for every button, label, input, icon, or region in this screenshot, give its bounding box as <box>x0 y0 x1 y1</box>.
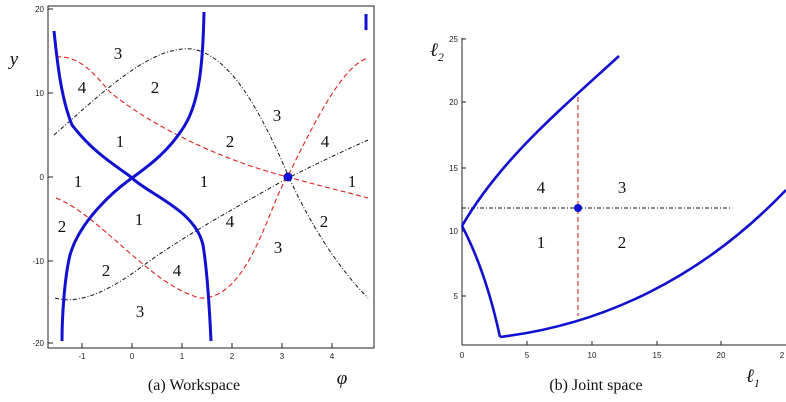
joint-region-label: 2 <box>618 233 627 252</box>
region-label: 3 <box>274 238 283 257</box>
red-curve-bottom-left <box>55 57 369 299</box>
workspace-x-tick-label: 0 <box>130 352 135 361</box>
joint-boundary-lower <box>499 189 786 339</box>
red-curve-top-left <box>55 56 369 199</box>
joint-x-tick-label: 15 <box>653 351 662 360</box>
workspace-y-tick-label: 0 <box>40 173 45 182</box>
joint-boundary-left <box>460 225 502 338</box>
joint-point <box>574 204 582 212</box>
region-label: 4 <box>78 78 87 97</box>
region-label: 1 <box>116 132 125 151</box>
workspace-x-tick-label: -1 <box>78 352 86 361</box>
region-label: 3 <box>273 106 282 125</box>
joint-y-tick-label: 10 <box>449 227 458 236</box>
joint-region-label: 1 <box>537 233 546 252</box>
workspace-x-tick-marks <box>48 8 333 348</box>
joint-region-label: 4 <box>537 178 546 197</box>
joint-boundary-upper <box>460 55 620 227</box>
joint-y-tick-label: 5 <box>454 292 459 301</box>
joint-y-tick-label: 15 <box>449 164 458 173</box>
workspace-y-tick-label: -20 <box>32 339 44 348</box>
region-label: 2 <box>151 78 160 97</box>
region-label: 2 <box>102 261 111 280</box>
region-label: 2 <box>320 212 329 231</box>
joint-x-tick-label: 5 <box>525 351 530 360</box>
region-label: 2 <box>226 132 235 151</box>
joint-x-tick-label: 10 <box>588 351 597 360</box>
dashdot-curve-upper <box>53 48 369 299</box>
joint-x-tick-label: 0 <box>460 351 465 360</box>
region-label: 1 <box>74 172 83 191</box>
workspace-y-label: y <box>8 49 19 70</box>
joint-tick-marks <box>461 38 722 345</box>
joint-x-tick-label: 20 <box>717 351 726 360</box>
workspace-y-tick-label: -10 <box>32 257 44 266</box>
region-label: 2 <box>58 217 67 236</box>
workspace-y-tick-label: 20 <box>35 5 44 14</box>
joint-caption: (b) Joint space <box>549 377 642 394</box>
region-label: 4 <box>321 132 330 151</box>
joint-y-tick-label: 20 <box>449 98 458 107</box>
joint-space-plot: 0 5 10 15 20 2 25 20 15 10 5 4 3 1 2 ℓ2 … <box>430 35 786 394</box>
region-label: 1 <box>348 172 357 191</box>
workspace-x-label: φ <box>337 368 348 389</box>
joint-y-var-sub: 2 <box>438 50 444 64</box>
workspace-singular-curves <box>52 11 368 342</box>
joint-x-var: ℓ <box>746 366 754 387</box>
joint-y-var: ℓ <box>430 40 438 61</box>
joint-y-tick-label: 25 <box>449 35 458 44</box>
workspace-plot: -1 0 1 2 3 4 20 10 0 -10 -20 3 4 2 <box>8 5 375 394</box>
joint-x-label: ℓ1 <box>746 366 760 390</box>
workspace-y-tick-label: 10 <box>35 89 44 98</box>
region-label: 1 <box>200 172 209 191</box>
workspace-point <box>283 172 293 182</box>
region-label: 3 <box>136 302 145 321</box>
region-label: 1 <box>135 210 144 229</box>
joint-x-var-sub: 1 <box>754 376 760 390</box>
workspace-x-tick-label: 1 <box>180 352 185 361</box>
blue-curve-right <box>60 11 206 342</box>
dashdot-curve-lower <box>54 139 369 301</box>
region-label: 3 <box>114 44 123 63</box>
workspace-dashdot-curves <box>53 48 369 301</box>
joint-x-tick-label: 2 <box>780 351 785 360</box>
joint-region-label: 3 <box>618 178 627 197</box>
region-label: 4 <box>173 261 182 280</box>
joint-y-label: ℓ2 <box>430 40 444 64</box>
workspace-x-tick-label: 4 <box>330 352 335 361</box>
workspace-caption: (a) Workspace <box>148 377 240 394</box>
workspace-x-tick-label: 3 <box>280 352 285 361</box>
joint-boundary <box>460 55 786 339</box>
workspace-x-tick-label: 2 <box>230 352 235 361</box>
region-label: 4 <box>226 212 235 231</box>
workspace-dashed-curves <box>55 56 369 299</box>
